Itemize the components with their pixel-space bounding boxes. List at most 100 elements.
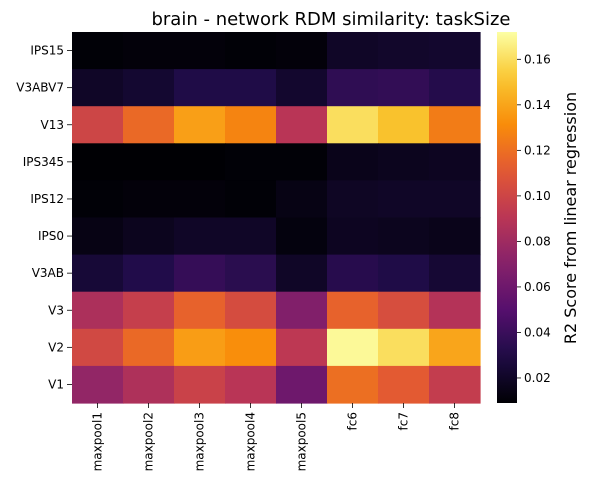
heatmap-cell bbox=[174, 291, 226, 330]
heatmap-cell bbox=[378, 254, 430, 293]
x-tick-label: fc8 bbox=[448, 412, 462, 430]
heatmap-cell bbox=[123, 217, 175, 256]
heatmap-cell bbox=[174, 254, 226, 293]
heatmap-cell bbox=[429, 328, 481, 367]
chart-title: brain - network RDM similarity: taskSize bbox=[151, 9, 510, 30]
heatmap-cell bbox=[72, 180, 124, 219]
x-tick-label: maxpool2 bbox=[142, 412, 156, 471]
heatmap-cells bbox=[72, 32, 481, 404]
y-tick-label: V13 bbox=[41, 118, 64, 132]
heatmap-cell bbox=[174, 32, 226, 70]
heatmap-cell bbox=[123, 32, 175, 70]
heatmap-cell bbox=[429, 69, 481, 107]
heatmap-cell bbox=[327, 254, 379, 293]
heatmap-cell bbox=[327, 106, 379, 144]
heatmap-cell bbox=[378, 143, 430, 181]
heatmap-cell bbox=[327, 291, 379, 330]
colorbar-tick-label: 0.12 bbox=[524, 143, 551, 157]
y-tick-label: IPS345 bbox=[23, 155, 64, 169]
heatmap-cell bbox=[174, 217, 226, 256]
x-tick-label: maxpool4 bbox=[244, 412, 258, 471]
heatmap-cell bbox=[378, 217, 430, 256]
heatmap-cell bbox=[123, 180, 175, 219]
heatmap-cell bbox=[327, 328, 379, 367]
heatmap-cell bbox=[327, 365, 379, 404]
heatmap-cell bbox=[378, 32, 430, 70]
heatmap-cell bbox=[123, 69, 175, 107]
heatmap-cell bbox=[429, 143, 481, 181]
y-tick-label: V3ABV7 bbox=[16, 81, 64, 95]
heatmap-cell bbox=[123, 328, 175, 367]
heatmap-cell bbox=[174, 180, 226, 219]
colorbar-tick-label: 0.14 bbox=[524, 98, 551, 112]
heatmap-cell bbox=[123, 365, 175, 404]
y-tick-label: IPS12 bbox=[30, 192, 64, 206]
colorbar-label: R2 Score from linear regression bbox=[561, 92, 580, 344]
heatmap-cell bbox=[276, 328, 328, 367]
heatmap-cell bbox=[225, 328, 277, 367]
heatmap-cell bbox=[327, 32, 379, 70]
colorbar-tick-label: 0.06 bbox=[524, 280, 551, 294]
heatmap-cell bbox=[378, 69, 430, 107]
heatmap-cell bbox=[276, 291, 328, 330]
heatmap-cell bbox=[72, 291, 124, 330]
heatmap-cell bbox=[123, 291, 175, 330]
heatmap-cell bbox=[225, 180, 277, 219]
x-tick-label: maxpool3 bbox=[193, 412, 207, 471]
heatmap-cell bbox=[174, 365, 226, 404]
y-tick-label: V3AB bbox=[32, 266, 64, 280]
heatmap-cell bbox=[429, 365, 481, 404]
x-tick-label: fc6 bbox=[346, 412, 360, 430]
heatmap-cell bbox=[225, 106, 277, 144]
heatmap-cell bbox=[225, 254, 277, 293]
colorbar-ticks: 0.02 0.04 0.06 0.08 0.10 0.12 0.14 0.16 bbox=[517, 52, 551, 385]
heatmap-cell bbox=[276, 69, 328, 107]
heatmap-cell bbox=[123, 254, 175, 293]
heatmap-cell bbox=[225, 143, 277, 181]
x-tick-label: maxpool5 bbox=[295, 412, 309, 471]
heatmap-cell bbox=[174, 328, 226, 367]
heatmap-cell bbox=[276, 217, 328, 256]
heatmap-cell bbox=[429, 254, 481, 293]
heatmap-cell bbox=[276, 143, 328, 181]
heatmap-cell bbox=[174, 106, 226, 144]
heatmap-cell bbox=[378, 365, 430, 404]
heatmap-cell bbox=[72, 32, 124, 70]
heatmap-cell bbox=[276, 32, 328, 70]
heatmap-cell bbox=[327, 143, 379, 181]
colorbar-tick-label: 0.10 bbox=[524, 189, 551, 203]
heatmap-cell bbox=[276, 365, 328, 404]
heatmap-cell bbox=[72, 143, 124, 181]
heatmap-cell bbox=[72, 106, 124, 144]
heatmap-cell bbox=[225, 291, 277, 330]
heatmap-cell bbox=[378, 180, 430, 219]
colorbar-tick-label: 0.02 bbox=[524, 371, 551, 385]
heatmap-cell bbox=[123, 143, 175, 181]
heatmap-cell bbox=[72, 365, 124, 404]
colorbar-tick-label: 0.04 bbox=[524, 325, 551, 339]
y-tick-label: V3 bbox=[48, 303, 64, 317]
heatmap-cell bbox=[225, 69, 277, 107]
heatmap-cell bbox=[429, 291, 481, 330]
heatmap-cell bbox=[429, 217, 481, 256]
heatmap-cell bbox=[72, 328, 124, 367]
colorbar-tick-label: 0.16 bbox=[524, 52, 551, 66]
x-tick-label: fc7 bbox=[397, 412, 411, 430]
x-axis-ticks: maxpool1 maxpool2 maxpool3 maxpool4 maxpool5… bbox=[91, 403, 462, 471]
heatmap-cell bbox=[225, 365, 277, 404]
heatmap-cell bbox=[72, 69, 124, 107]
y-axis-ticks: IPS15 V3ABV7 V13 IPS345 IPS12 IPS0 V3AB V3 V2 V1 bbox=[16, 44, 72, 391]
heatmap-cell bbox=[123, 106, 175, 144]
colorbar bbox=[497, 32, 517, 403]
heatmap-cell bbox=[276, 254, 328, 293]
y-tick-label: V1 bbox=[48, 377, 64, 391]
heatmap-cell bbox=[174, 143, 226, 181]
heatmap-cell bbox=[327, 69, 379, 107]
heatmap-cell bbox=[72, 254, 124, 293]
heatmap-cell bbox=[378, 291, 430, 330]
y-tick-label: V2 bbox=[48, 340, 64, 354]
heatmap-cell bbox=[429, 180, 481, 219]
heatmap-cell bbox=[327, 180, 379, 219]
heatmap-cell bbox=[72, 217, 124, 256]
